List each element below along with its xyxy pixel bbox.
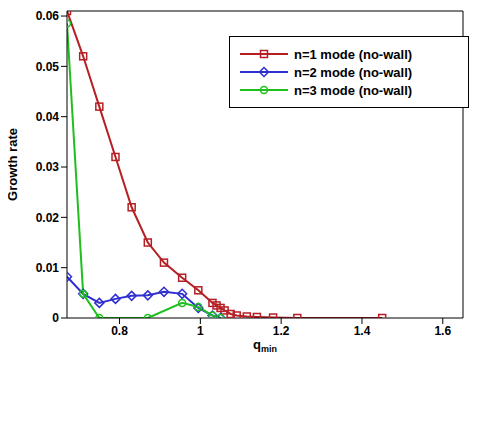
svg-text:1.4: 1.4: [354, 324, 371, 338]
svg-text:0.06: 0.06: [36, 9, 60, 23]
svg-text:0.02: 0.02: [36, 211, 60, 225]
svg-text:1.6: 1.6: [434, 324, 451, 338]
svg-text:0.01: 0.01: [36, 261, 60, 275]
html-text:n=1 mode (no-wall): n=1 mode (no-wall): [294, 46, 413, 62]
svg-text:1: 1: [197, 324, 204, 338]
svg-text:0.05: 0.05: [36, 60, 60, 74]
svg-text:0.03: 0.03: [36, 160, 60, 174]
svg-text:Growth rate: Growth rate: [8, 128, 20, 201]
svg-text:qmin: qmin: [253, 337, 277, 354]
html-text:n=3 mode (no-wall): n=3 mode (no-wall): [294, 82, 413, 98]
svg-text:0.04: 0.04: [36, 110, 60, 124]
svg-text:0.8: 0.8: [111, 324, 128, 338]
svg-text:0: 0: [52, 311, 59, 325]
html-text:n=2 mode (no-wall): n=2 mode (no-wall): [294, 64, 413, 80]
svg-text:1.2: 1.2: [273, 324, 290, 338]
